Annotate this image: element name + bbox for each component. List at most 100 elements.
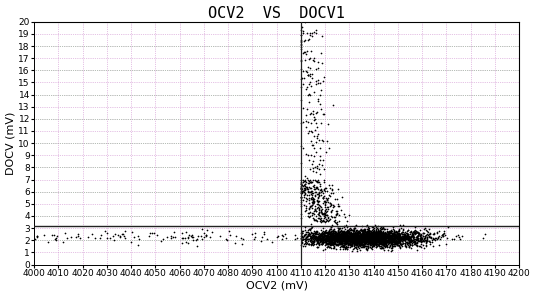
Point — [337, 240, 345, 245]
Point — [314, 190, 323, 195]
Point — [321, 220, 330, 224]
Point — [382, 244, 390, 249]
Point — [396, 237, 405, 242]
Point — [324, 122, 332, 126]
Point — [322, 196, 331, 201]
Point — [374, 238, 383, 243]
Point — [363, 234, 372, 239]
Point — [375, 233, 383, 238]
Point — [320, 211, 329, 216]
Point — [366, 241, 375, 246]
Point — [352, 234, 361, 239]
Point — [345, 230, 353, 234]
Point — [352, 237, 361, 241]
Point — [348, 236, 356, 240]
Point — [333, 239, 342, 243]
Point — [394, 227, 403, 231]
Point — [338, 234, 346, 238]
Point — [349, 234, 358, 238]
Point — [334, 232, 343, 237]
Point — [358, 232, 366, 237]
Point — [384, 231, 392, 235]
Point — [481, 232, 489, 237]
Point — [317, 187, 326, 192]
Point — [318, 139, 327, 144]
Point — [197, 234, 205, 239]
Point — [392, 231, 401, 236]
Point — [396, 232, 405, 237]
Point — [356, 237, 365, 242]
Point — [324, 146, 333, 150]
Point — [364, 225, 373, 229]
Point — [310, 185, 318, 190]
Point — [328, 232, 337, 237]
Point — [337, 231, 345, 236]
Point — [351, 226, 359, 231]
Point — [31, 237, 40, 242]
Point — [349, 234, 358, 239]
Point — [345, 234, 354, 239]
Point — [347, 237, 355, 242]
Point — [393, 240, 402, 245]
Point — [329, 242, 338, 247]
Point — [413, 247, 421, 252]
Point — [362, 239, 370, 244]
Point — [321, 239, 330, 244]
Point — [366, 242, 375, 247]
Point — [308, 231, 316, 236]
Point — [297, 24, 306, 29]
Point — [312, 230, 321, 235]
Point — [392, 233, 401, 238]
Point — [340, 237, 348, 242]
Point — [348, 236, 357, 241]
Point — [392, 238, 400, 242]
Point — [321, 236, 330, 241]
Point — [304, 120, 312, 125]
Point — [338, 240, 347, 244]
Point — [327, 240, 336, 244]
Point — [366, 242, 375, 246]
Point — [50, 232, 58, 237]
Point — [393, 229, 402, 234]
Point — [354, 239, 362, 244]
Point — [356, 238, 364, 243]
Point — [380, 227, 389, 232]
Point — [308, 189, 316, 194]
Point — [367, 239, 376, 244]
Point — [385, 233, 394, 238]
Point — [366, 236, 374, 241]
Point — [320, 187, 329, 192]
Point — [312, 217, 321, 222]
Point — [367, 239, 376, 243]
Point — [372, 237, 381, 242]
Point — [401, 234, 410, 239]
Point — [340, 233, 348, 238]
Point — [319, 234, 327, 239]
Point — [405, 234, 413, 238]
Point — [346, 239, 355, 244]
Point — [383, 235, 391, 239]
Point — [356, 228, 365, 233]
Point — [359, 245, 367, 250]
Point — [379, 247, 388, 252]
Point — [383, 239, 392, 244]
Point — [334, 232, 343, 237]
Point — [412, 234, 421, 239]
Point — [334, 230, 343, 234]
Point — [328, 240, 337, 245]
Point — [326, 237, 335, 242]
Point — [357, 233, 366, 237]
Point — [377, 238, 386, 243]
Point — [376, 235, 384, 239]
Point — [298, 189, 307, 194]
Point — [356, 238, 364, 243]
Point — [322, 238, 330, 243]
Point — [305, 242, 314, 246]
Point — [401, 236, 410, 241]
Point — [316, 204, 324, 209]
Point — [340, 214, 349, 219]
Point — [362, 234, 370, 239]
Point — [412, 241, 420, 246]
Point — [316, 213, 325, 218]
Point — [368, 240, 376, 245]
